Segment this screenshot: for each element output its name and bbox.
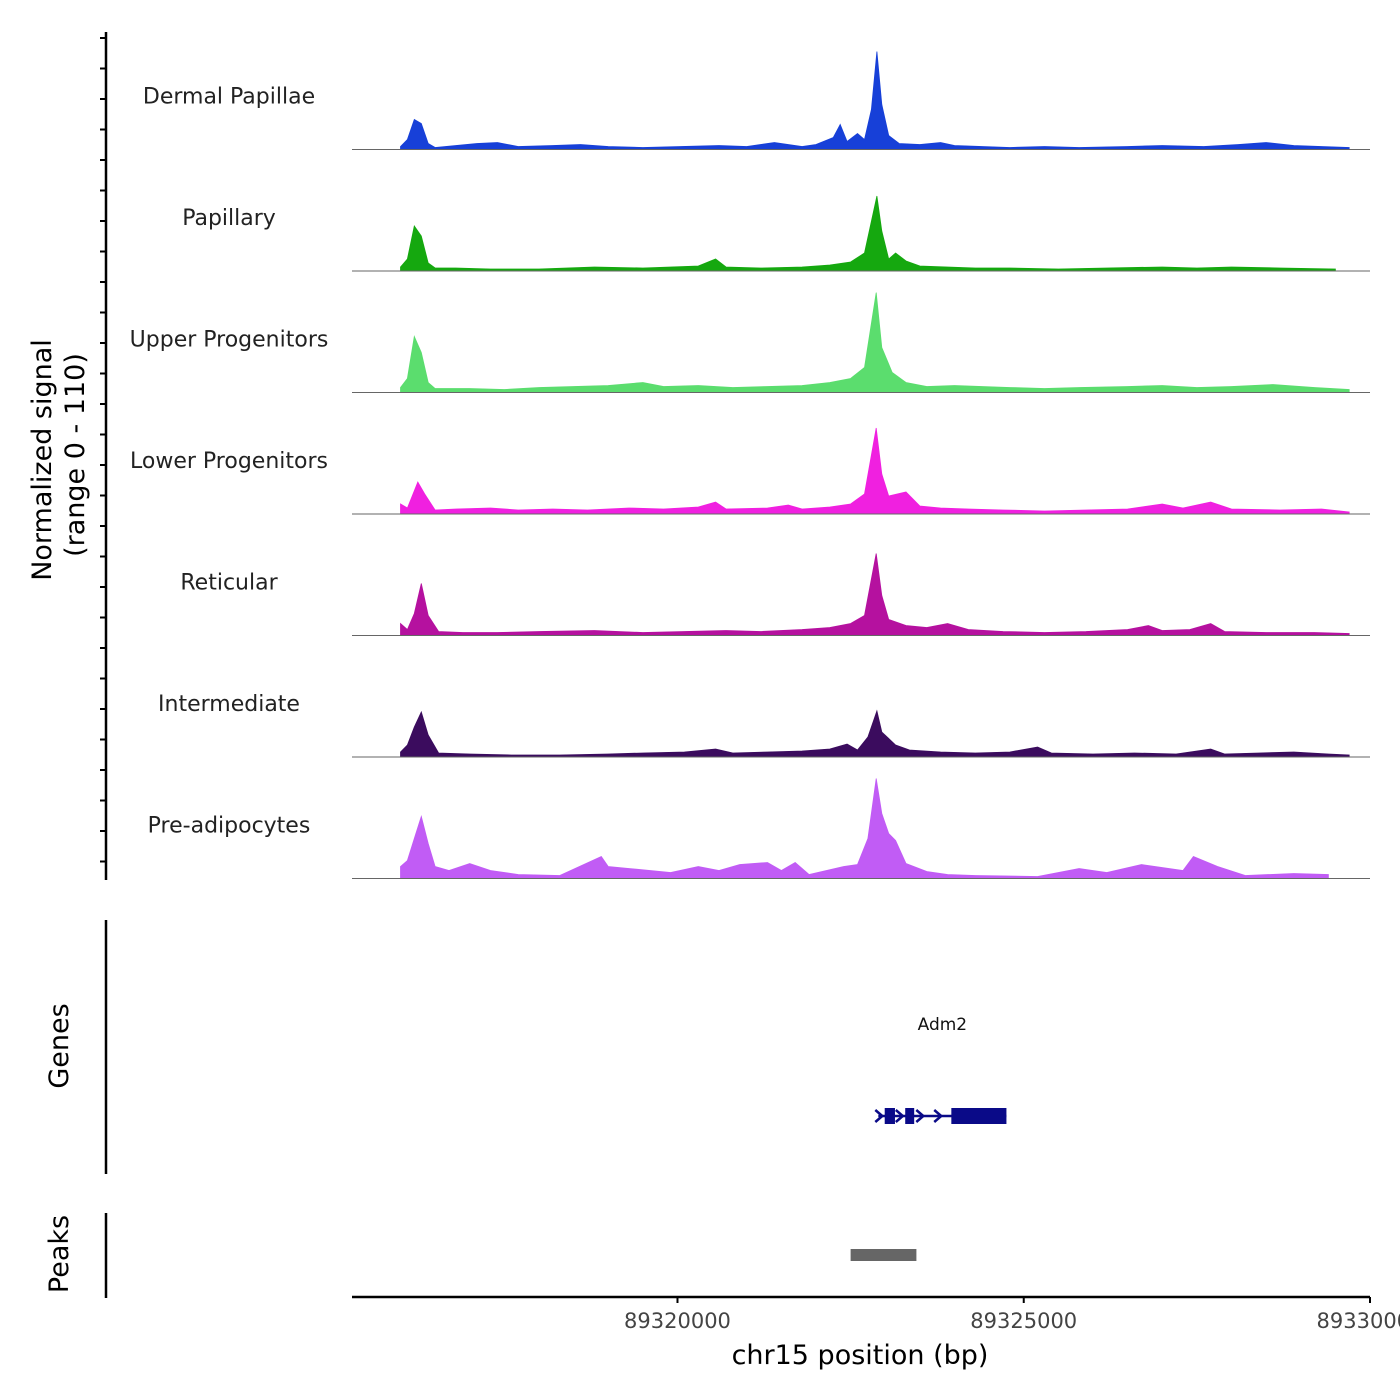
track-3: Upper Progenitors (130, 292, 1370, 393)
track-label: Dermal Papillae (143, 85, 315, 110)
strand-arrow (874, 1109, 885, 1123)
track-label: Reticular (180, 571, 278, 596)
track-6: Intermediate (158, 692, 1370, 758)
signal-area (400, 292, 1350, 393)
track-label: Upper Progenitors (130, 328, 329, 353)
signal-area (400, 709, 1350, 758)
gene-exon (951, 1108, 1007, 1124)
peaks-track (850, 1249, 917, 1261)
strand-arrow (933, 1109, 944, 1123)
y-axis-label: Normalized signal (27, 339, 58, 581)
signal-area (400, 51, 1350, 150)
signal-area (400, 427, 1350, 515)
y-axis-range-label: (range 0 - 110) (60, 353, 91, 557)
x-axis-ticks: 89320000 89325000 89330000 (624, 1297, 1400, 1333)
strand-arrow (894, 1109, 905, 1123)
x-tick-label: 89330000 (1317, 1309, 1400, 1333)
track-7: Pre-adipocytes (148, 778, 1370, 879)
gene-exon (884, 1108, 895, 1124)
signal-area (400, 778, 1329, 879)
signal-area (400, 195, 1336, 272)
x-tick-label: 89325000 (970, 1309, 1077, 1333)
peaks-panel-label: Peaks (44, 1215, 75, 1293)
signal-area (400, 553, 1350, 636)
track-label: Papillary (182, 206, 276, 231)
gene-exon (905, 1108, 915, 1124)
x-tick-label: 89320000 (624, 1309, 731, 1333)
peak-bar (850, 1249, 917, 1261)
strand-arrow (915, 1109, 926, 1123)
signal-y-axis (100, 32, 108, 880)
gene-label: Adm2 (918, 1015, 968, 1035)
signal-tracks: Dermal Papillae Papillary Upper Progenitor… (130, 51, 1370, 879)
genes-panel-label: Genes (44, 1003, 75, 1088)
track-2: Papillary (182, 195, 1370, 272)
track-label: Intermediate (158, 692, 300, 717)
track-5: Reticular (180, 553, 1370, 636)
track-4: Lower Progenitors (130, 427, 1370, 515)
track-label: Lower Progenitors (130, 449, 328, 474)
track-1: Dermal Papillae (143, 51, 1370, 150)
x-axis-label: chr15 position (bp) (732, 1340, 989, 1371)
genes-track: Adm2 (874, 1015, 1007, 1124)
track-label: Pre-adipocytes (148, 814, 311, 839)
